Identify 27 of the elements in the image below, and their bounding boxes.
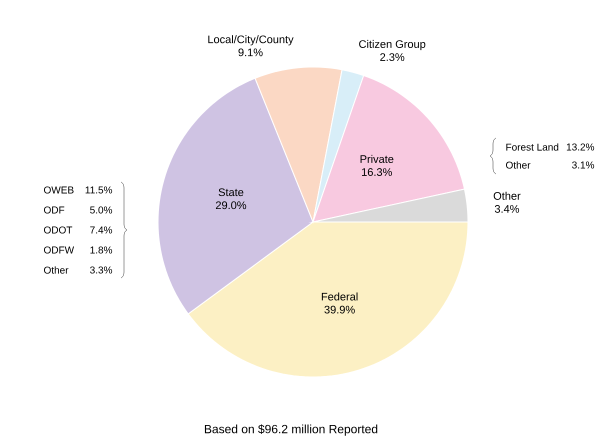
text: Other xyxy=(506,161,530,169)
data-label: 2.3% xyxy=(380,53,404,61)
data-label: 29.0% xyxy=(216,201,246,210)
data-label: 9.1% xyxy=(238,48,263,56)
slice-label: Citizen Group xyxy=(359,40,426,50)
text: 5.0% xyxy=(90,206,112,214)
slice-label: Local/City/County xyxy=(208,35,294,46)
text: 11.5% xyxy=(86,186,112,194)
data-label: 39.9% xyxy=(324,306,355,314)
text: Forest Land xyxy=(506,143,558,151)
slice-label: Private xyxy=(360,154,394,163)
text: 1.8% xyxy=(90,246,112,254)
data-label: 3.4% xyxy=(494,205,520,213)
text: 3.3% xyxy=(90,266,112,274)
text: Other xyxy=(44,266,68,274)
text: Based on $96.2 million Reported xyxy=(204,424,378,436)
text: 13.2% xyxy=(566,143,594,151)
text: ODFW xyxy=(44,246,74,254)
text: ODOT xyxy=(44,226,72,234)
text: ODF xyxy=(44,206,64,214)
text: 7.4% xyxy=(90,226,112,234)
slice-label: Other xyxy=(494,192,521,200)
slice-label: Federal xyxy=(322,292,358,301)
slice-label: State xyxy=(218,188,244,196)
text: OWEB xyxy=(44,186,74,194)
text: 3.1% xyxy=(572,161,594,169)
data-label: 16.3% xyxy=(362,168,392,176)
